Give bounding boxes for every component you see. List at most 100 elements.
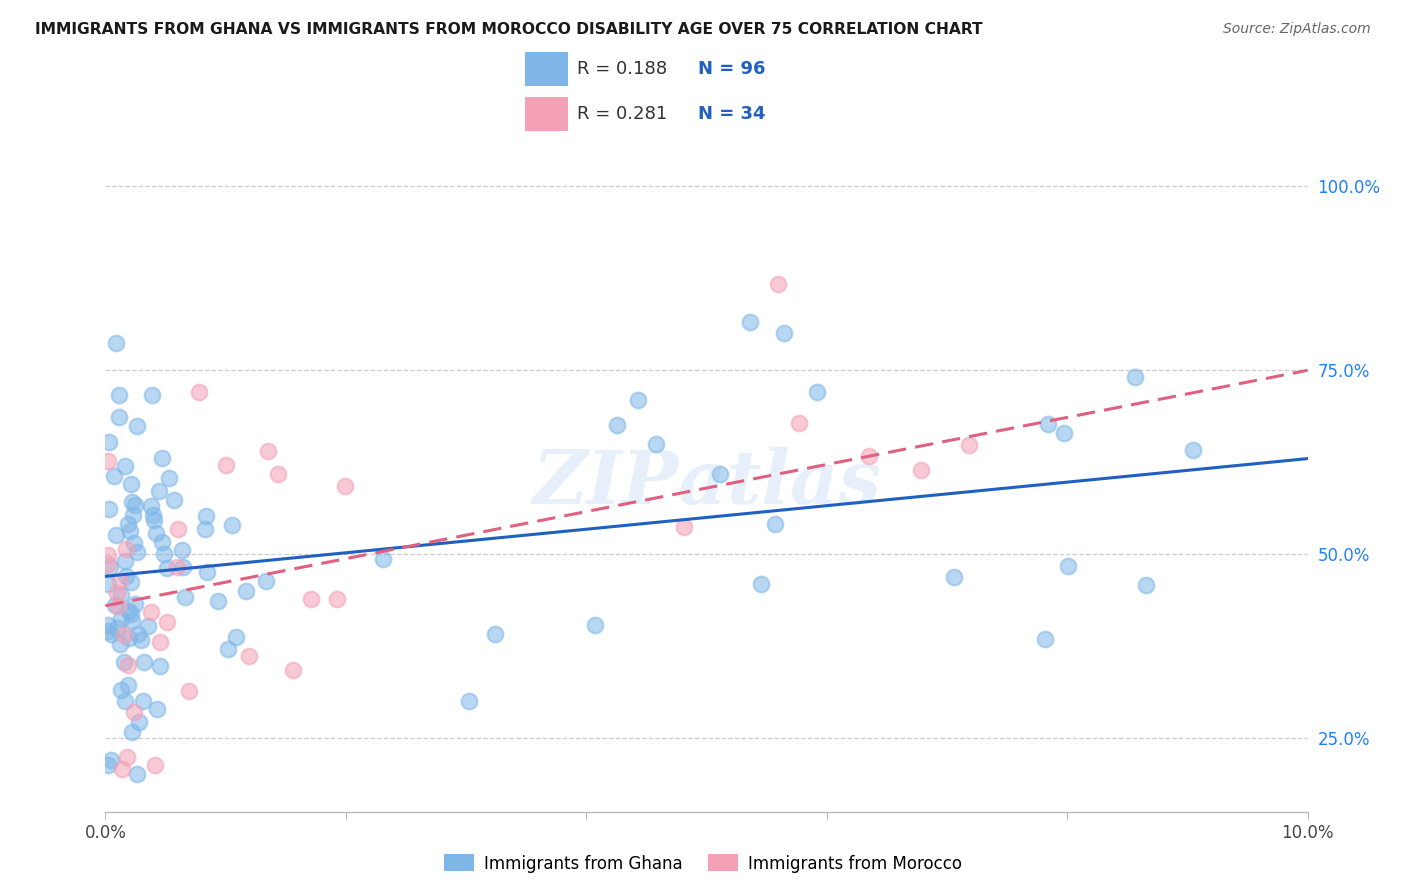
Point: [112, 655, 135, 669]
Point: [121, 724, 143, 739]
Point: [114, 458, 136, 473]
Point: [132, 655, 155, 669]
Point: [142, 508, 165, 522]
Point: [115, 541, 138, 556]
Point: [124, 498, 146, 512]
Point: [766, 277, 789, 291]
Point: [1033, 632, 1056, 646]
Point: [166, 522, 188, 536]
Point: [108, 637, 131, 651]
Point: [709, 467, 731, 481]
Point: [773, 326, 796, 341]
Point: [672, 520, 695, 534]
Point: [100, 627, 122, 641]
Point: [121, 508, 143, 523]
Point: [583, 618, 606, 632]
Text: N = 96: N = 96: [697, 60, 765, 78]
Point: [114, 554, 136, 568]
Point: [749, 577, 772, 591]
Point: [108, 388, 131, 402]
Point: [207, 593, 229, 607]
Point: [97, 617, 120, 632]
Point: [325, 591, 347, 606]
Point: [1036, 417, 1059, 431]
Point: [188, 385, 211, 400]
Point: [122, 535, 145, 549]
Point: [111, 762, 134, 776]
Point: [132, 694, 155, 708]
Point: [139, 500, 162, 514]
Point: [146, 702, 169, 716]
Point: [97, 435, 120, 450]
Point: [195, 565, 218, 579]
Point: [943, 570, 966, 584]
Point: [117, 658, 139, 673]
Point: [152, 451, 174, 466]
Point: [145, 525, 167, 540]
Point: [281, 663, 304, 677]
Point: [127, 627, 149, 641]
Point: [256, 444, 278, 458]
Point: [139, 605, 162, 619]
Point: [254, 574, 277, 588]
Point: [118, 604, 141, 618]
Point: [107, 410, 129, 425]
Point: [1125, 370, 1147, 384]
Point: [110, 683, 132, 698]
Point: [267, 467, 290, 481]
Point: [148, 659, 170, 673]
Point: [153, 548, 176, 562]
Point: [458, 694, 481, 708]
Point: [1181, 443, 1204, 458]
Point: [163, 492, 186, 507]
Point: [299, 591, 322, 606]
Bar: [526, 52, 568, 86]
Point: [121, 495, 143, 509]
Point: [644, 437, 666, 451]
Point: [910, 463, 932, 477]
Point: [195, 509, 218, 524]
Point: [97, 757, 120, 772]
Point: [627, 392, 650, 407]
Point: [114, 568, 136, 582]
Point: [173, 591, 195, 605]
Point: [97, 577, 120, 591]
Point: [125, 419, 148, 434]
Point: [105, 528, 128, 542]
Point: [214, 458, 236, 472]
Point: [150, 534, 173, 549]
Point: [125, 767, 148, 781]
Point: [738, 315, 761, 329]
Point: [98, 559, 121, 574]
Point: [172, 560, 194, 574]
Point: [763, 517, 786, 532]
Point: [371, 551, 394, 566]
Point: [149, 634, 172, 648]
Point: [235, 583, 257, 598]
Text: ZIP​atlas: ZIP​atlas: [531, 447, 882, 520]
Point: [1053, 426, 1076, 441]
Point: [114, 694, 136, 708]
Point: [105, 621, 128, 635]
Point: [333, 478, 356, 492]
Point: [1056, 559, 1078, 574]
Point: [100, 754, 122, 768]
Bar: [526, 97, 568, 131]
Point: [108, 574, 131, 588]
Point: [103, 469, 125, 483]
Point: [104, 335, 127, 350]
Point: [217, 642, 239, 657]
Point: [129, 632, 152, 647]
Text: R = 0.281: R = 0.281: [576, 105, 666, 123]
Point: [112, 628, 135, 642]
Point: [117, 516, 139, 531]
Point: [177, 683, 200, 698]
Point: [120, 607, 142, 621]
Point: [105, 586, 128, 600]
Point: [110, 612, 132, 626]
Point: [110, 588, 132, 602]
Point: [125, 544, 148, 558]
Point: [156, 615, 179, 630]
Point: [136, 619, 159, 633]
Point: [121, 614, 143, 628]
